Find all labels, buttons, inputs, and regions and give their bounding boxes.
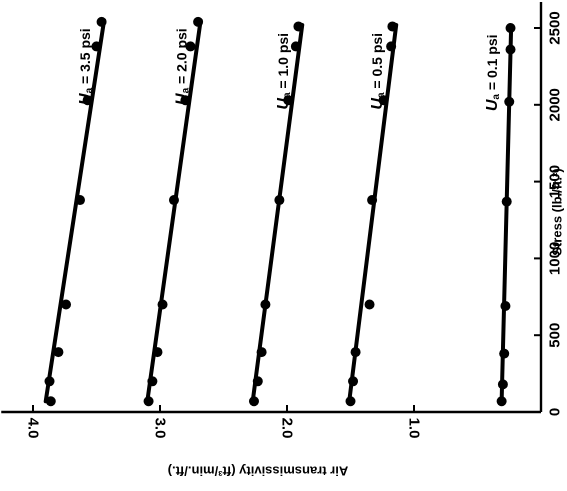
- stress-tick-label: 1000: [547, 242, 564, 275]
- series-line: [43, 18, 107, 404]
- stress-tick-label: 2500: [547, 11, 564, 44]
- series-3: Ua = 2.0 psi: [143, 16, 204, 407]
- value-tick-label: 3.0: [152, 418, 169, 439]
- value-axis-label: Air transmissivity (ft³/min./ft.): [168, 464, 349, 479]
- data-point: [256, 347, 267, 358]
- series-line: [250, 22, 305, 404]
- stress-axis-label: Stress (lb./ft.²): [550, 168, 565, 255]
- series-group: Ua = 0.1 psi Ua = 0.5 psi Ua = 1.0 psi Ua =…: [43, 16, 516, 407]
- data-point: [283, 95, 294, 106]
- data-point: [157, 299, 168, 310]
- data-point: [82, 95, 93, 106]
- data-point: [260, 299, 271, 310]
- data-point: [501, 196, 512, 207]
- data-point: [499, 348, 510, 359]
- value-tick-label: 2.0: [279, 418, 296, 439]
- data-point: [505, 44, 516, 55]
- series-4: Ua = 3.5 psi: [43, 16, 107, 407]
- data-point: [350, 347, 361, 358]
- data-point: [496, 396, 507, 407]
- data-point: [185, 41, 196, 52]
- data-point: [367, 195, 378, 206]
- series-line: [145, 18, 203, 404]
- data-point: [53, 347, 64, 358]
- data-point: [248, 396, 259, 407]
- value-tick-label: 4.0: [25, 418, 42, 439]
- data-point: [364, 299, 375, 310]
- series-line: [499, 24, 514, 404]
- data-point: [74, 195, 85, 206]
- series-label: Ua = 0.5 psi: [369, 33, 387, 110]
- data-point: [45, 396, 56, 407]
- series-0: Ua = 0.1 psi: [484, 23, 516, 407]
- value-tick-label: 1.0: [406, 418, 423, 439]
- data-point: [500, 301, 511, 312]
- data-point: [96, 16, 107, 27]
- stress-tick-label: 1500: [547, 165, 564, 198]
- stress-tick-label: 2000: [547, 88, 564, 121]
- series-label: Ua = 0.1 psi: [484, 34, 502, 111]
- data-point: [91, 41, 102, 52]
- data-point: [143, 396, 154, 407]
- stress-tick-label: 0: [547, 408, 564, 416]
- data-point: [386, 41, 397, 52]
- data-point: [497, 379, 508, 390]
- series-label: Ua = 3.5 psi: [77, 28, 95, 105]
- data-point: [180, 95, 191, 106]
- data-point: [252, 376, 263, 387]
- data-point: [293, 21, 304, 32]
- data-point: [387, 21, 398, 32]
- series-label: Ua = 1.0 psi: [275, 33, 293, 110]
- axes: 0 500 1000 1500 2000 2500 1.0 2.0 3.0 4.0 Stress (…: [1, 2, 565, 479]
- series-label: Ua = 2.0 psi: [173, 28, 191, 105]
- data-point: [505, 23, 516, 33]
- data-point: [378, 95, 389, 106]
- data-point: [290, 41, 301, 52]
- data-point: [147, 376, 158, 387]
- stress-tick-label: 500: [547, 323, 564, 348]
- data-point: [61, 299, 72, 310]
- data-point: [168, 195, 179, 206]
- data-point: [274, 195, 285, 206]
- data-point: [504, 96, 515, 107]
- data-point: [345, 396, 356, 407]
- data-point: [193, 16, 204, 27]
- data-point: [348, 376, 359, 387]
- series-2: Ua = 1.0 psi: [248, 21, 305, 407]
- data-point: [44, 376, 55, 387]
- data-point: [152, 347, 163, 358]
- series-1: Ua = 0.5 psi: [345, 21, 399, 407]
- series-line: [347, 22, 399, 404]
